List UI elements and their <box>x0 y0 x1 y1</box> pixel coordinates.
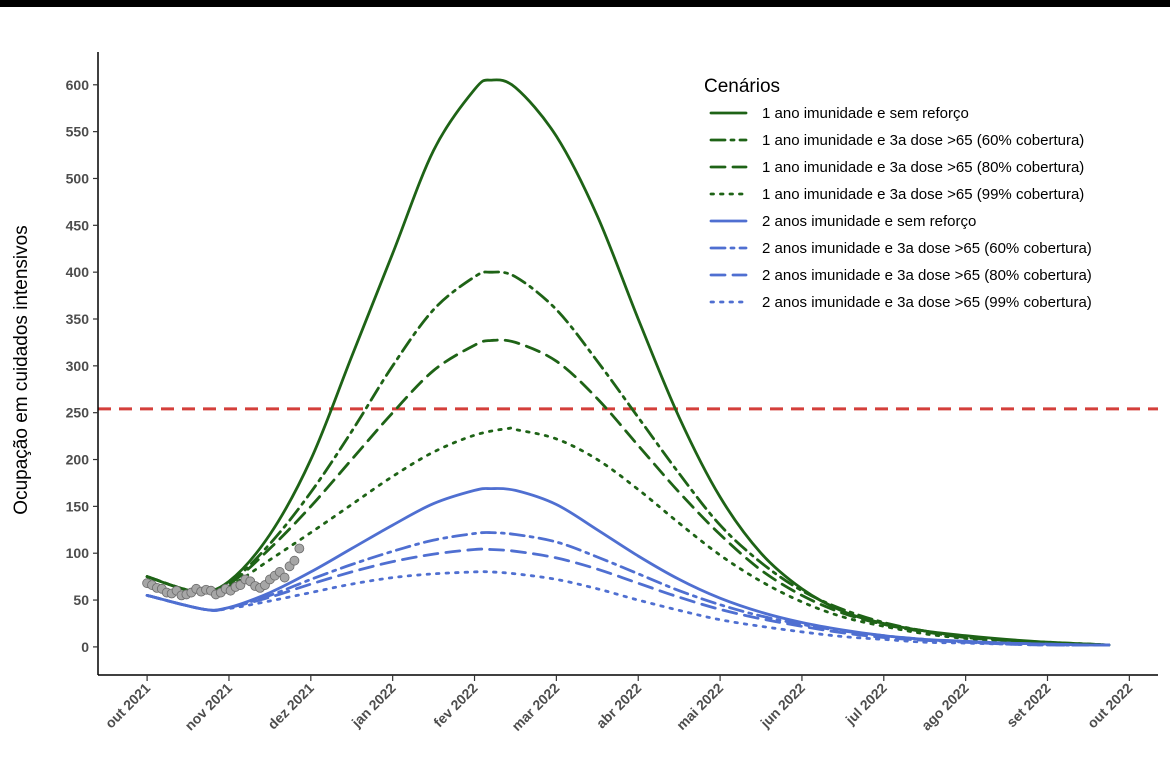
x-tick-label: mar 2022 <box>508 680 562 734</box>
legend-label-3: 1 ano imunidade e 3a dose >65 (80% cober… <box>762 159 1084 176</box>
observed-point <box>279 572 290 583</box>
y-tick-label: 150 <box>66 498 90 514</box>
y-tick-label: 50 <box>73 592 89 608</box>
legend-label-5: 2 anos imunidade e sem reforço <box>762 213 976 230</box>
legend-label-7: 2 anos imunidade e 3a dose >65 (80% cobe… <box>762 267 1092 284</box>
x-tick-label: out 2021 <box>102 680 154 732</box>
series-line-3 <box>145 338 1111 647</box>
series-line-4 <box>145 426 1111 647</box>
y-tick-label: 200 <box>66 452 90 468</box>
legend-label-8: 2 anos imunidade e 3a dose >65 (99% cobe… <box>762 294 1092 311</box>
legend-label-4: 1 ano imunidade e 3a dose >65 (99% cober… <box>762 186 1084 203</box>
y-tick-label: 450 <box>66 217 90 233</box>
x-tick-label: set 2022 <box>1003 680 1054 731</box>
legend-title: Cenários <box>704 76 780 97</box>
observed-point <box>294 543 305 554</box>
legend: Cenários 1 ano imunidade e sem reforço 1 … <box>704 76 1092 311</box>
legend-label-1: 1 ano imunidade e sem reforço <box>762 105 969 122</box>
y-axis-title: Ocupação em cuidados intensivos <box>11 225 32 514</box>
x-tick-label: mai 2022 <box>673 680 726 733</box>
x-tick-label: abr 2022 <box>593 680 645 732</box>
series-line-1 <box>145 78 1111 647</box>
y-tick-label: 550 <box>66 124 90 140</box>
x-tick-label: out 2022 <box>1084 680 1136 732</box>
y-tick-label: 500 <box>66 170 90 186</box>
y-tick-label: 100 <box>66 545 90 561</box>
y-tick-label: 600 <box>66 77 90 93</box>
series-line-2 <box>145 270 1111 647</box>
series-line-8 <box>145 570 1111 647</box>
axes: 0 50 100 150 200 250 300 350 400 450 500 550 600 out … <box>66 52 1158 734</box>
x-tick-label: jul 2022 <box>842 680 890 728</box>
x-tick-label: fev 2022 <box>430 680 481 731</box>
observed-point <box>289 555 300 566</box>
y-tick-label: 0 <box>81 639 89 655</box>
x-tick-label: dez 2021 <box>264 680 317 733</box>
y-tick-label: 300 <box>66 358 90 374</box>
y-tick-label: 350 <box>66 311 90 327</box>
top-black-bar <box>0 0 1170 7</box>
series-layer <box>145 78 1111 647</box>
x-tick-label: nov 2021 <box>181 680 235 734</box>
y-tick-label: 400 <box>66 264 90 280</box>
y-tick-label: 250 <box>66 405 90 421</box>
x-tick-label: jan 2022 <box>348 680 399 731</box>
legend-label-2: 1 ano imunidade e 3a dose >65 (60% cober… <box>762 132 1084 149</box>
observed-points <box>142 543 305 601</box>
x-tick-label: ago 2022 <box>918 680 972 734</box>
legend-label-6: 2 anos imunidade e 3a dose >65 (60% cobe… <box>762 240 1092 257</box>
x-tick-label: jun 2022 <box>756 680 808 732</box>
